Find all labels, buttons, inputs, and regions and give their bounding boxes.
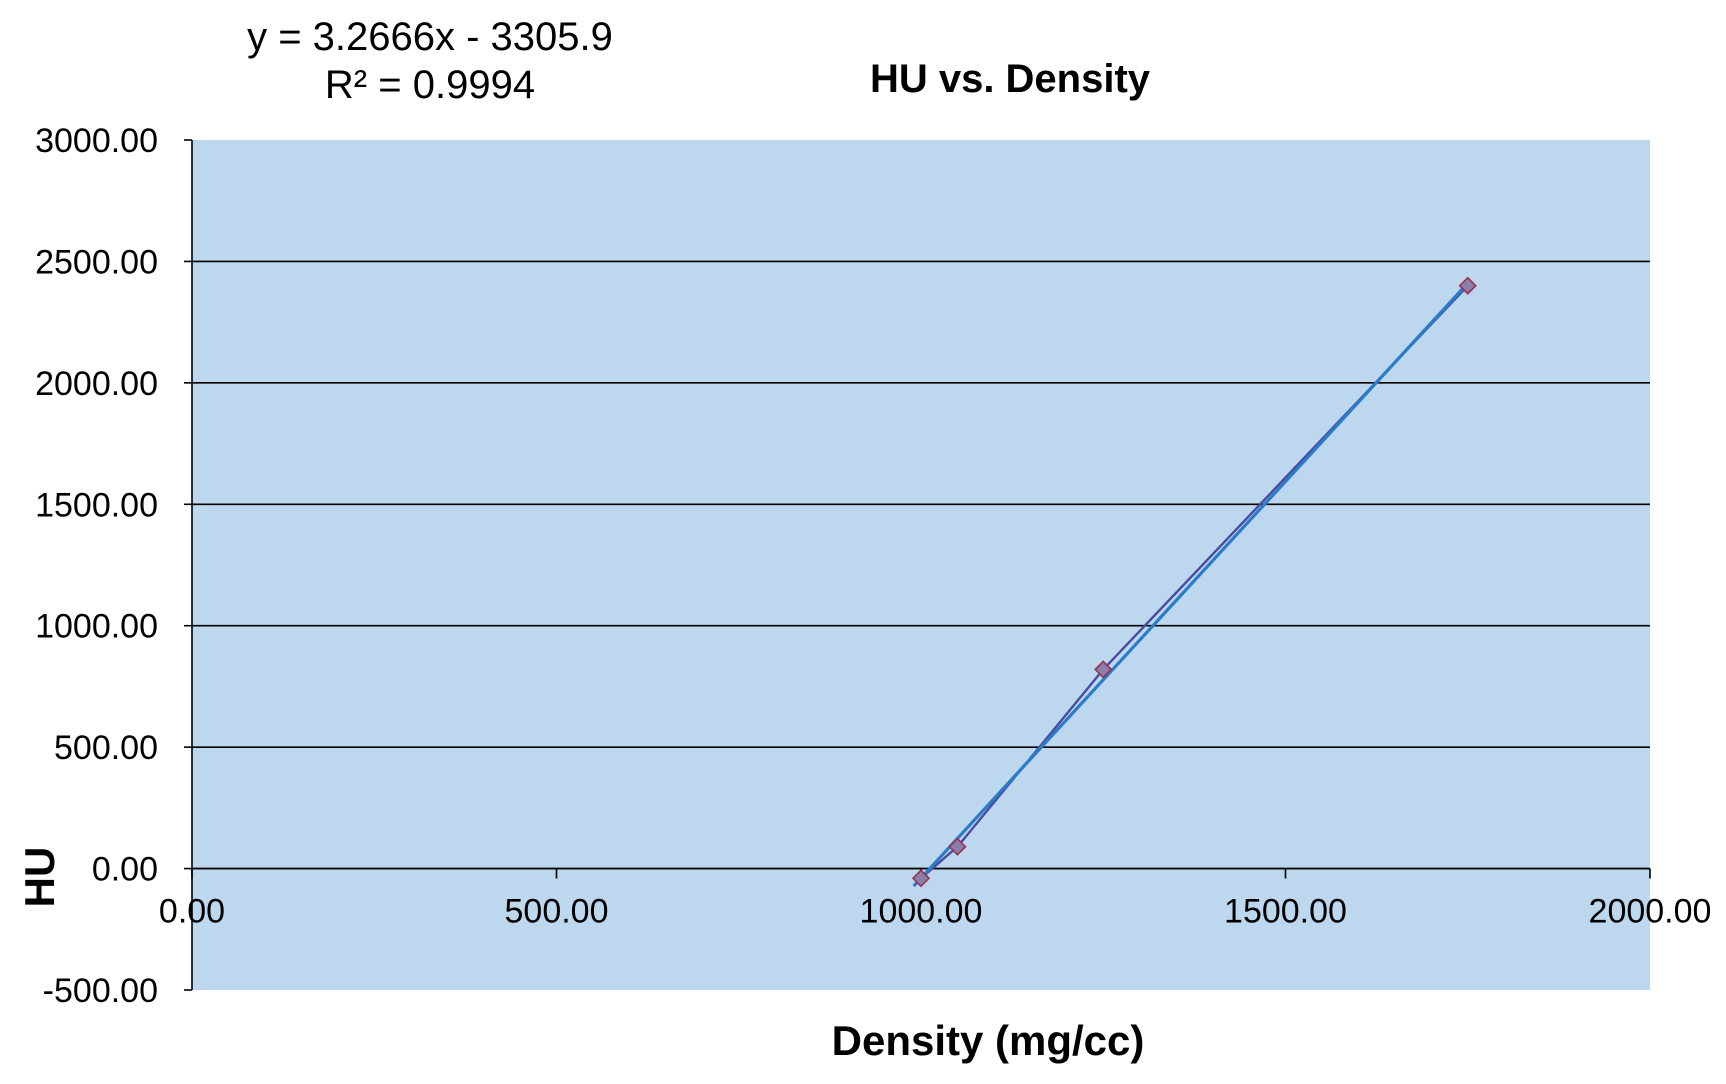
- x-tick-label: 500.00: [505, 893, 609, 931]
- data-point: [1458, 276, 1477, 295]
- data-series: [911, 276, 1477, 888]
- x-axis-title: Density (mg/cc): [832, 1017, 1145, 1064]
- trendline: [912, 282, 1469, 888]
- y-tick-label: 2500.00: [35, 243, 158, 281]
- y-tick-label: 0.00: [92, 851, 158, 889]
- chart-title: HU vs. Density: [870, 57, 1151, 101]
- x-tick-label: 0.00: [159, 893, 225, 931]
- axes: [184, 139, 1651, 991]
- data-point: [948, 837, 967, 856]
- x-tick-label: 2000.00: [1589, 893, 1712, 931]
- y-tick-label: -500.00: [43, 972, 158, 1010]
- y-tick-label: 2000.00: [35, 365, 158, 403]
- x-tick-label: 1000.00: [860, 893, 983, 931]
- data-point: [1094, 660, 1113, 679]
- trendline-r-squared: R² = 0.9994: [325, 63, 535, 107]
- plot-area: [192, 140, 1650, 990]
- trendline-equation: y = 3.2666x - 3305.9: [247, 15, 613, 59]
- y-tick-label: 1500.00: [35, 486, 158, 524]
- y-tick-label: 500.00: [54, 729, 158, 767]
- x-tick-label: 1500.00: [1224, 893, 1347, 931]
- tick-labels: 3000.00 2500.00 2000.00 1500.00 1000.00 500.0…: [35, 122, 1711, 1010]
- data-point: [911, 869, 931, 888]
- y-tick-label: 3000.00: [35, 122, 158, 160]
- y-tick-label: 1000.00: [35, 608, 158, 646]
- y-axis-title: HU: [16, 847, 63, 908]
